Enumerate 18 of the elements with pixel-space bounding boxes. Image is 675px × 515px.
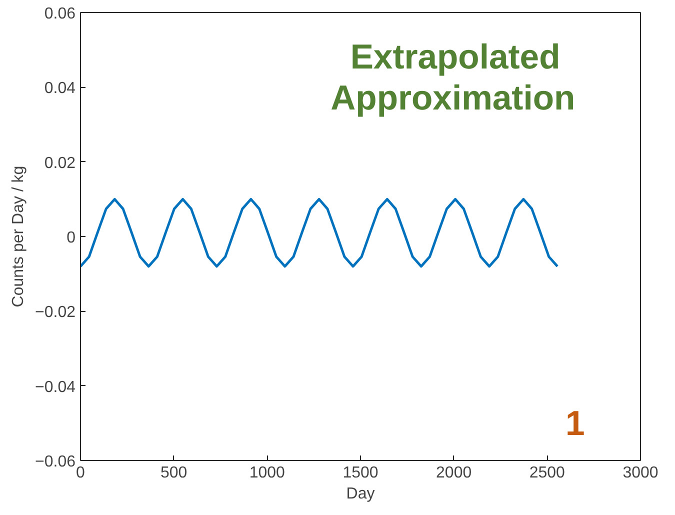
x-tick-label: 2500 [529,464,566,482]
y-tick-label: −0.04 [35,378,76,396]
y-tick-label: 0.04 [44,80,76,98]
y-tick-label: −0.02 [35,304,76,322]
x-tick-label: 500 [160,464,188,482]
y-tick-label: 0 [66,230,76,246]
annotation: 1 [566,405,585,444]
annotation: Extrapolated Approximation [330,38,576,118]
y-tick-label: 0.02 [44,154,76,172]
x-axis-title: Day [346,486,375,502]
x-tick-label: 1500 [342,464,378,482]
x-tick-label: 1000 [249,464,286,482]
y-axis-title: Counts per Day / kg [10,166,28,308]
y-tick-label: 0.06 [44,6,76,22]
x-tick-label: 3000 [622,464,658,482]
y-tick-label: −0.06 [35,454,76,470]
x-tick-label: 2000 [436,464,472,482]
line-series [80,198,559,268]
